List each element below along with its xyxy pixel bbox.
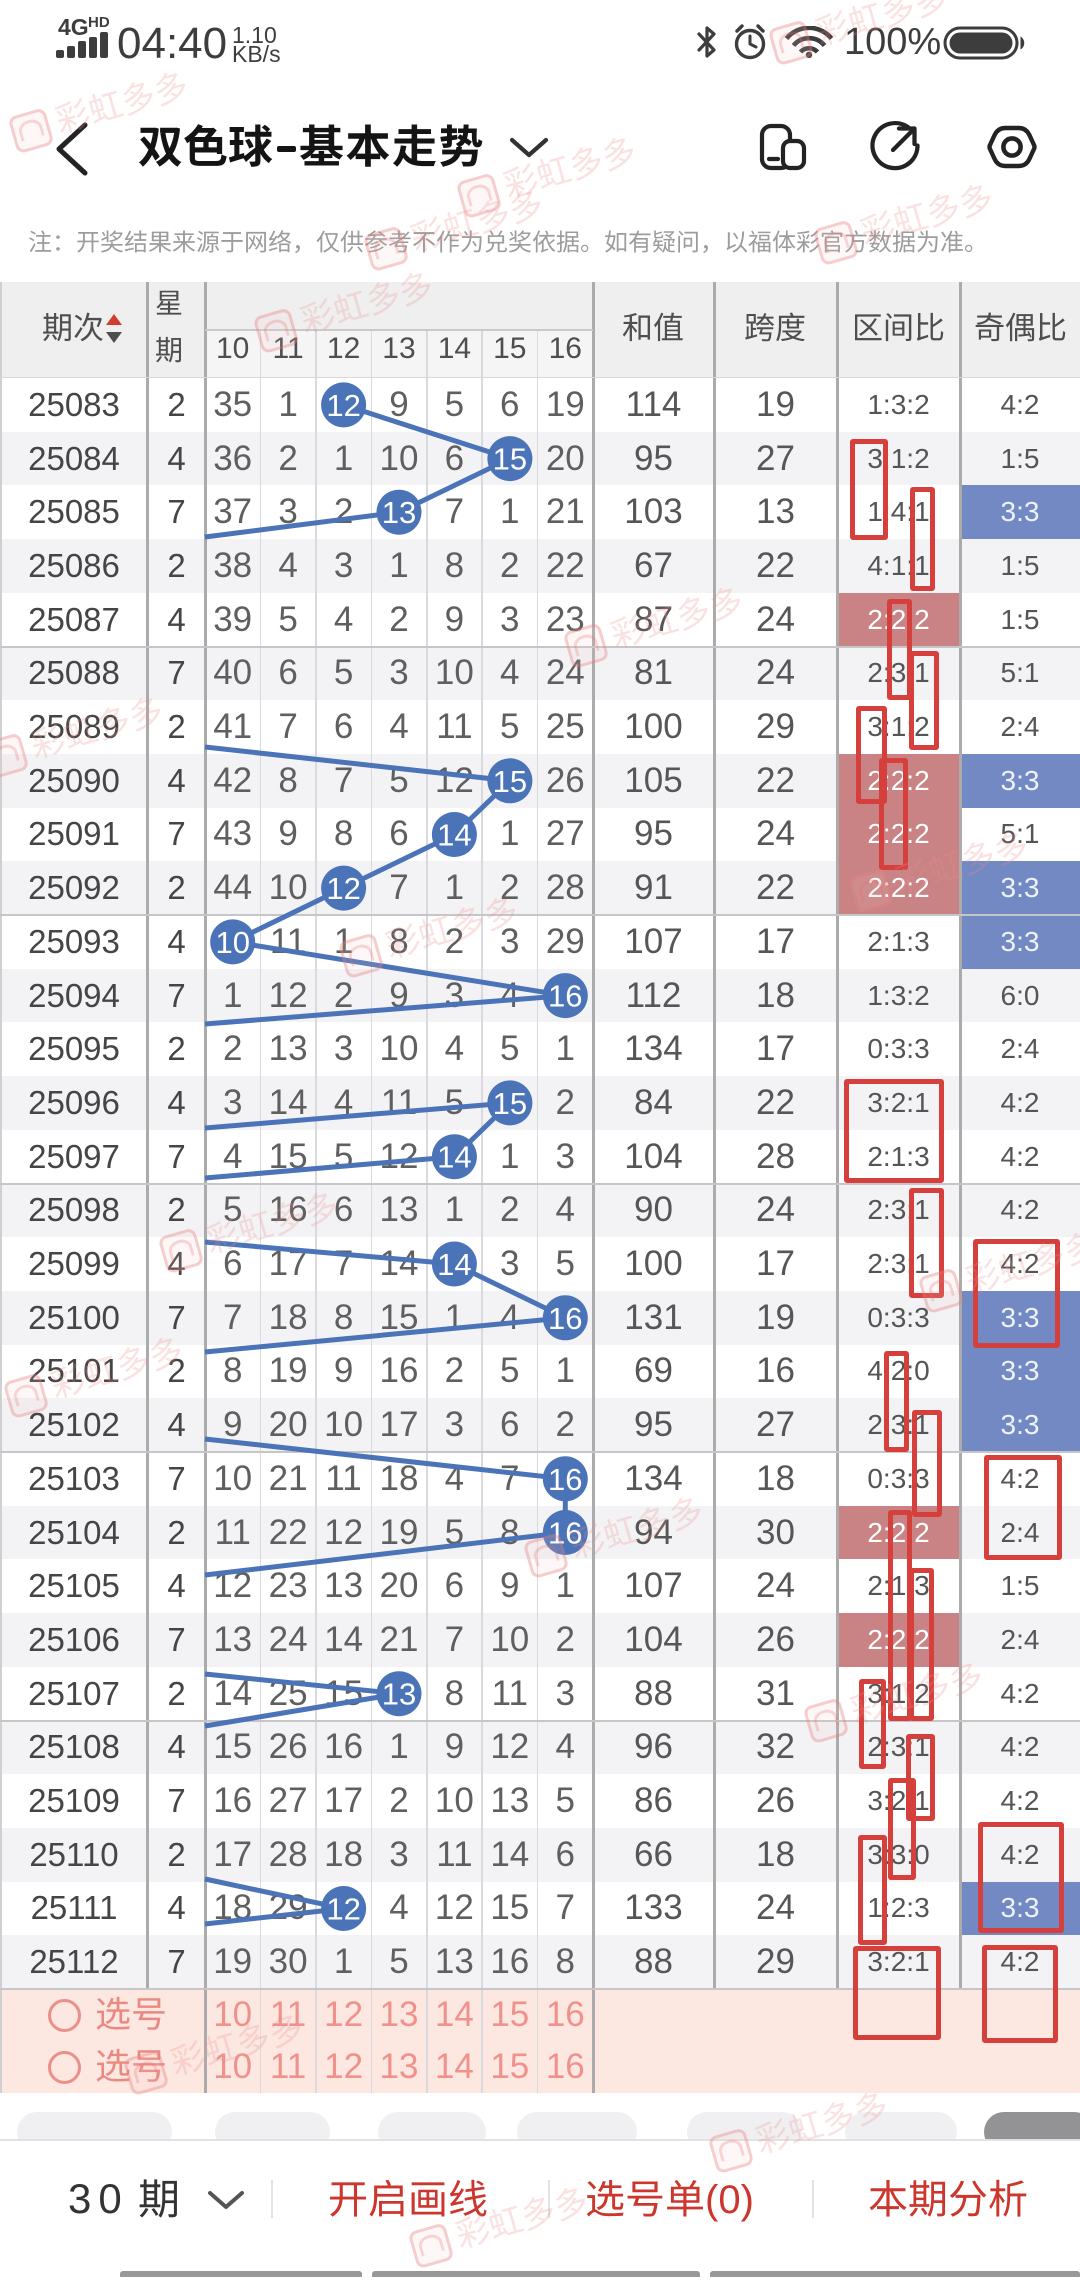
svg-text:16: 16 — [548, 1462, 582, 1497]
svg-text:16: 16 — [548, 979, 582, 1014]
svg-text:15: 15 — [493, 442, 527, 477]
svg-text:10: 10 — [215, 925, 249, 960]
svg-text:13: 13 — [382, 1677, 416, 1712]
svg-text:13: 13 — [382, 495, 416, 530]
svg-text:16: 16 — [548, 1301, 582, 1336]
svg-text:12: 12 — [326, 1892, 360, 1927]
svg-text:12: 12 — [326, 871, 360, 906]
svg-text:15: 15 — [493, 764, 527, 799]
svg-text:12: 12 — [326, 388, 360, 423]
svg-text:14: 14 — [437, 1247, 471, 1282]
svg-text:14: 14 — [437, 818, 471, 853]
svg-text:14: 14 — [437, 1140, 471, 1175]
svg-text:15: 15 — [493, 1086, 527, 1121]
